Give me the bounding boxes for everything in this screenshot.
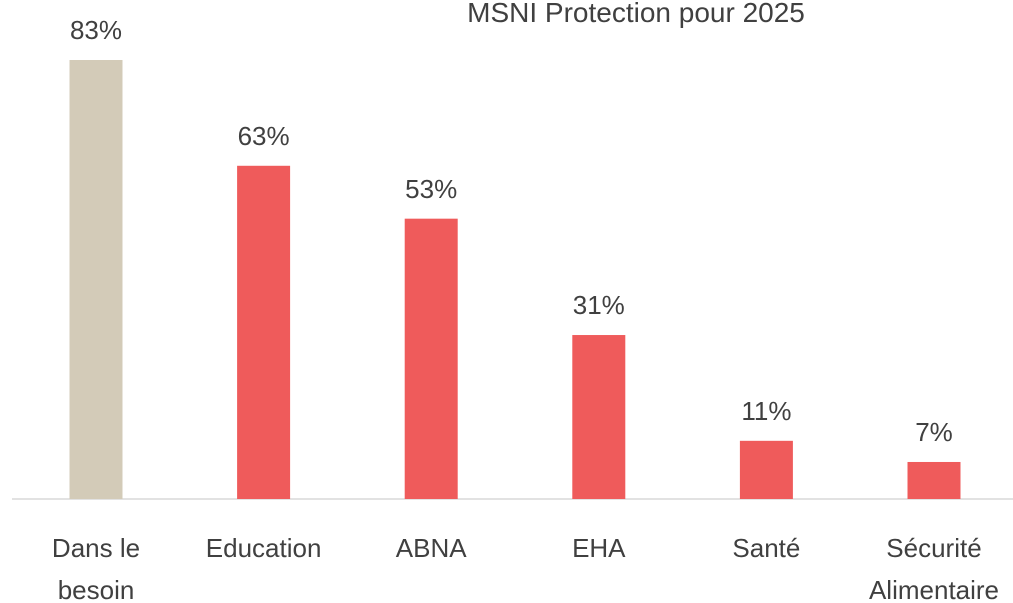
value-label: 7% (915, 416, 953, 447)
x-tick-label: Sécurité Alimentaire (868, 533, 1000, 603)
x-tick-label: Dans le besoin (51, 533, 141, 603)
bar (907, 461, 961, 499)
chart-title: MSNI Protection pour 2025 (467, 0, 805, 28)
bar (572, 335, 626, 499)
bar (739, 440, 793, 499)
bar (237, 165, 291, 499)
bar (69, 60, 123, 499)
value-label: 63% (237, 120, 290, 151)
x-tick-label: EHA (572, 533, 626, 563)
value-label: 53% (405, 173, 458, 204)
value-label: 11% (741, 395, 792, 426)
value-label: 31% (572, 290, 625, 321)
value-label: 83% (69, 15, 123, 45)
x-tick-label: Education (205, 533, 322, 563)
x-tick-label: Santé (732, 533, 801, 563)
x-tick-label: ABNA (395, 533, 467, 563)
bar (404, 218, 458, 500)
